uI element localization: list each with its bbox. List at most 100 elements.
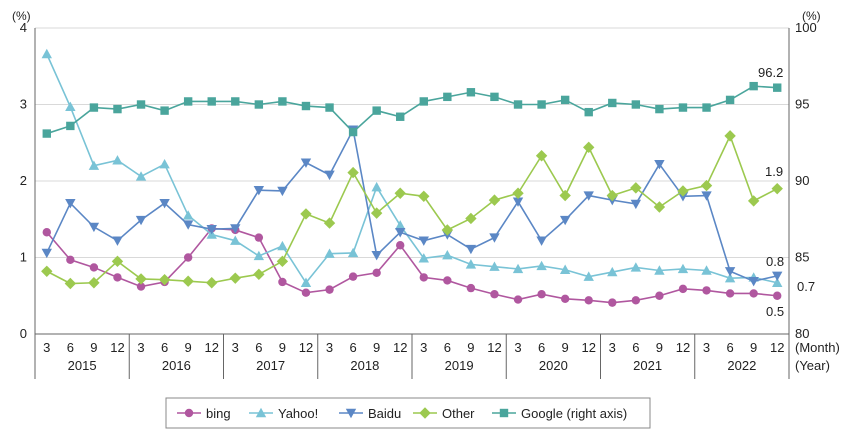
x-tick-month: 6 (67, 340, 74, 355)
right-axis-unit: (%) (802, 9, 821, 23)
data-point (41, 48, 52, 59)
data-point (160, 106, 169, 115)
data-point (583, 191, 594, 201)
left-tick-label: 3 (20, 97, 27, 112)
x-tick-month: 9 (467, 340, 474, 355)
data-point (513, 295, 523, 304)
x-tick-month: 6 (349, 340, 356, 355)
x-tick-month: 3 (703, 340, 710, 355)
data-point (773, 83, 782, 92)
data-point (488, 194, 501, 206)
data-point (559, 215, 571, 226)
annotation-yahoo-last: 0.7 (797, 279, 815, 294)
data-point (677, 192, 689, 202)
data-point (748, 277, 759, 287)
series-yahoo (41, 48, 783, 287)
data-point (325, 285, 334, 294)
x-axis-unit-year: (Year) (795, 358, 830, 373)
x-tick-year: 2022 (727, 358, 756, 373)
legend-swatch-marker (184, 408, 194, 418)
data-point (466, 88, 476, 97)
data-point (253, 250, 265, 261)
right-tick-label: 95 (795, 97, 809, 112)
data-point (701, 191, 712, 201)
data-point (113, 104, 122, 114)
x-tick-month: 12 (770, 340, 784, 355)
left-tick-label: 4 (20, 20, 27, 35)
data-point (41, 265, 53, 277)
data-point (159, 198, 170, 209)
data-point (183, 253, 193, 262)
data-point (655, 104, 664, 114)
data-point (136, 100, 146, 109)
right-tick-label: 80 (795, 326, 809, 341)
data-point (559, 264, 571, 274)
x-tick-month: 12 (676, 340, 690, 355)
x-tick-month: 6 (255, 340, 262, 355)
x-tick-month: 12 (204, 340, 218, 355)
data-point (583, 271, 594, 281)
x-tick-month: 6 (538, 340, 545, 355)
legend-item: Yahoo! (249, 406, 318, 421)
data-point (135, 273, 147, 285)
data-point (278, 97, 287, 106)
x-axis-unit-month: (Month) (795, 340, 840, 355)
data-point (466, 283, 476, 293)
gridlines (35, 27, 789, 258)
data-point (371, 251, 382, 261)
data-point (65, 198, 76, 209)
data-point (702, 103, 711, 112)
data-point (700, 179, 713, 192)
data-point (512, 197, 524, 207)
data-point (537, 100, 546, 109)
data-point (702, 286, 711, 295)
data-point (419, 273, 428, 282)
data-point (724, 130, 736, 142)
x-tick-month: 3 (326, 340, 333, 355)
data-point (677, 263, 689, 274)
data-point (608, 98, 617, 108)
x-tick-year: 2020 (539, 358, 568, 373)
data-point (395, 220, 406, 230)
data-point (678, 284, 688, 294)
series-layer (41, 48, 783, 307)
x-tick-year: 2018 (350, 358, 379, 373)
data-point (254, 100, 264, 109)
data-point (535, 150, 548, 162)
data-point (396, 112, 405, 121)
data-point (678, 103, 688, 112)
legend-swatch-marker (499, 408, 509, 418)
data-point (630, 262, 642, 272)
data-point (418, 190, 430, 202)
data-point (278, 277, 287, 287)
x-tick-year: 2016 (162, 358, 191, 373)
data-point (253, 185, 265, 196)
data-point (396, 241, 405, 250)
data-point (301, 101, 311, 111)
data-point (41, 248, 52, 259)
data-point (536, 260, 547, 271)
data-point (89, 263, 99, 272)
data-point (372, 268, 381, 277)
data-point (348, 272, 358, 281)
x-tick-month: 6 (632, 340, 639, 355)
x-tick-year: 2015 (68, 358, 97, 373)
data-point (347, 247, 359, 258)
x-tick-month: 12 (110, 340, 124, 355)
data-point (88, 160, 100, 170)
data-point (394, 187, 406, 199)
data-point (182, 210, 194, 220)
left-axis-unit: (%) (12, 9, 31, 23)
legend-box (165, 397, 651, 429)
data-point (772, 277, 783, 287)
data-point (300, 158, 312, 168)
x-tick-year: 2019 (445, 358, 474, 373)
legend-label: bing (206, 406, 231, 421)
x-tick-month: 3 (43, 340, 50, 355)
data-point (111, 255, 124, 268)
x-tick-month: 12 (581, 340, 595, 355)
data-point (324, 248, 335, 258)
annotation-baidu-last: 0.8 (766, 254, 784, 269)
data-point (206, 277, 218, 289)
data-point (371, 181, 382, 192)
